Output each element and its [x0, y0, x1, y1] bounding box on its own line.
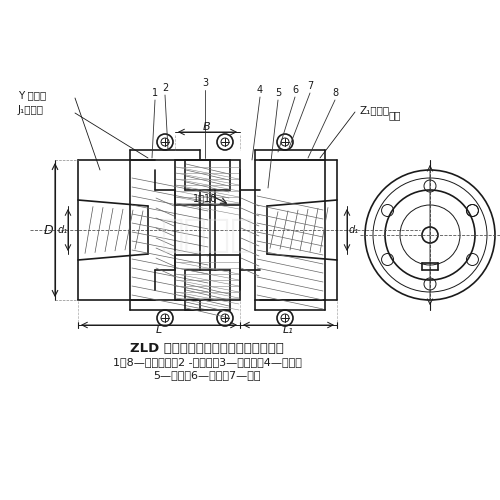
Text: B: B: [203, 122, 211, 132]
Text: L₁: L₁: [282, 325, 294, 335]
Text: 3: 3: [202, 78, 208, 88]
Text: 5—柱銷；6—螺栓；7—墊圈: 5—柱銷；6—螺栓；7—墊圈: [153, 370, 261, 380]
Text: 7: 7: [307, 81, 313, 91]
Text: 2: 2: [162, 83, 168, 93]
Text: Z₁型軸孔: Z₁型軸孔: [360, 105, 390, 115]
Text: 標志: 標志: [389, 110, 401, 120]
Bar: [175, 160, 240, 205]
Text: 1：10: 1：10: [193, 193, 217, 203]
Text: d₁: d₁: [349, 225, 359, 235]
Text: Y 型軸孔: Y 型軸孔: [18, 90, 46, 100]
Bar: [130, 160, 210, 300]
Bar: [175, 255, 240, 300]
Text: L: L: [156, 325, 162, 335]
Text: 1: 1: [152, 88, 158, 98]
Text: ZLD 型圓錐形軸孔彈性柱銷齒式聯軸器: ZLD 型圓錐形軸孔彈性柱銷齒式聯軸器: [130, 342, 284, 354]
Text: 5: 5: [275, 88, 281, 98]
Text: 6: 6: [292, 85, 298, 95]
Text: 1、8—半聯軸器；2 -外擋板；3—內擋板；4—外套；: 1、8—半聯軸器；2 -外擋板；3—內擋板；4—外套；: [112, 357, 302, 367]
Text: d₁: d₁: [58, 225, 68, 235]
Text: J₁型軸孔: J₁型軸孔: [18, 105, 44, 115]
Text: 優普傳動: 優普傳動: [160, 216, 254, 254]
Text: 4: 4: [257, 85, 263, 95]
Text: D: D: [43, 224, 53, 236]
Text: 8: 8: [332, 88, 338, 98]
Bar: [255, 160, 325, 300]
